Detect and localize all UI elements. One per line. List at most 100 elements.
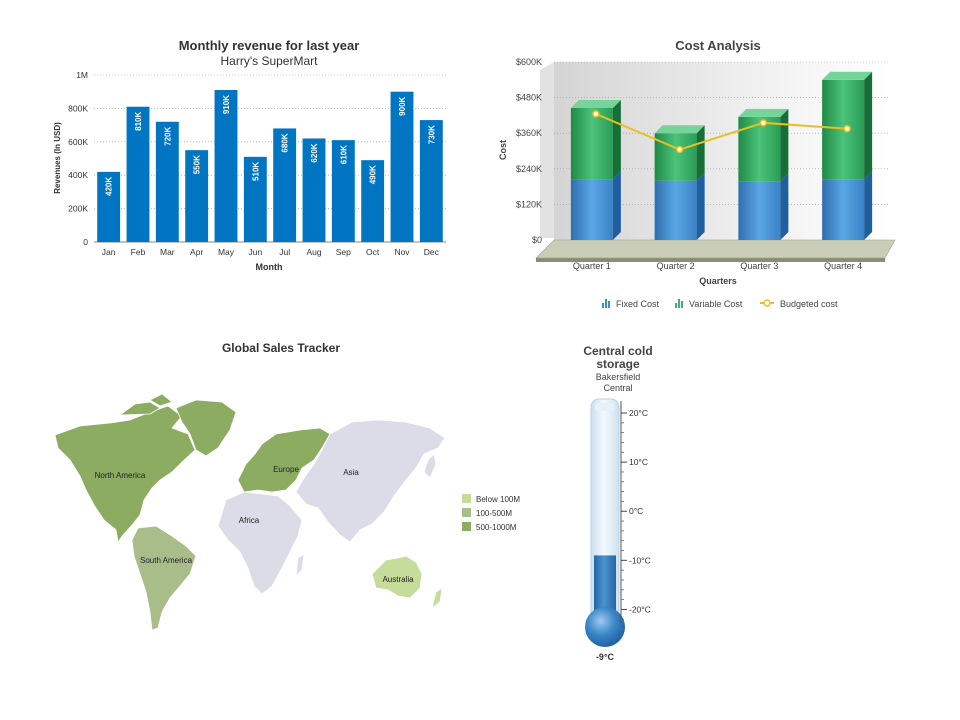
variable-cost-swatch-icon (681, 301, 683, 308)
variable-cost-swatch-icon (675, 303, 677, 308)
thermometer-gauge: Central cold storage Bakersfield Central… (583, 344, 652, 662)
revenue-bar-dec (419, 120, 443, 242)
revenue-bar-jan (97, 171, 121, 242)
thermometer-subtitle-line2: Central (603, 383, 632, 393)
region-japan[interactable] (423, 453, 437, 479)
legend-item-variable-cost[interactable]: Variable Cost (675, 299, 743, 309)
revenue-y-tick-label: 400K (68, 170, 88, 180)
legend-swatch-below-100m-icon (462, 494, 471, 503)
region-south-america[interactable] (131, 525, 197, 631)
cost-x-tick-label: Quarter 4 (824, 261, 862, 271)
cost-bar-variable-top-2 (654, 125, 705, 134)
revenue-y-tick-label: 600K (68, 137, 88, 147)
region-new-zealand[interactable] (431, 587, 443, 609)
cost-bar-variable-side-4 (864, 71, 873, 180)
revenue-bar-value-label: 720K (163, 127, 172, 146)
revenue-bar-value-label: 610K (339, 145, 348, 164)
thermometer-value-label: -9°C (596, 652, 615, 662)
world-map: Global Sales Tracker North America Europ… (54, 341, 520, 631)
region-asia[interactable] (295, 419, 446, 543)
revenue-x-axis-label: Month (256, 262, 283, 272)
cost-bar-variable-top-4 (822, 71, 873, 80)
map-label-europe: Europe (273, 465, 299, 474)
revenue-chart-subtitle: Harry's SuperMart (221, 54, 319, 68)
revenue-y-tick-label: 200K (68, 204, 88, 214)
map-label-north-america: North America (95, 471, 146, 480)
legend-label-budgeted-cost: Budgeted cost (780, 299, 838, 309)
cost-chart-floor (535, 239, 896, 259)
revenue-bar-jul (273, 128, 297, 242)
cost-plot-side-wall (540, 62, 554, 238)
cost-bar-fixed-side-3 (780, 173, 789, 240)
variable-cost-swatch-icon (678, 299, 680, 308)
region-greenland[interactable] (175, 399, 237, 457)
map-legend-item-below-100m[interactable]: Below 100M (462, 494, 520, 504)
map-label-south-america: South America (140, 556, 193, 565)
budgeted-cost-point-2 (675, 145, 684, 154)
budgeted-cost-point-3 (759, 119, 768, 127)
thermometer-panel: Central cold storage Bakersfield Central… (560, 335, 710, 670)
cost-x-tick-label: Quarter 3 (740, 261, 778, 271)
legend-label-fixed-cost: Fixed Cost (616, 299, 660, 309)
revenue-bar-oct (361, 160, 385, 242)
region-australia[interactable] (371, 555, 423, 599)
map-legend-item-500-1000m[interactable]: 500-1000M (462, 522, 517, 532)
region-africa[interactable] (217, 491, 303, 595)
cost-bar-fixed-side-4 (864, 171, 873, 240)
revenue-chart: Monthly revenue for last year Harry's Su… (53, 38, 446, 272)
map-label-australia: Australia (382, 575, 414, 584)
legend-item-fixed-cost[interactable]: Fixed Cost (602, 299, 660, 309)
cost-bar-variable-4 (822, 79, 865, 180)
cost-chart-title: Cost Analysis (675, 38, 761, 53)
revenue-bar-jun (243, 156, 267, 242)
region-madagascar[interactable] (295, 553, 305, 578)
cost-bar-fixed-3 (738, 181, 781, 240)
cost-bar-fixed-side-2 (696, 172, 705, 240)
revenue-bar-nov (390, 91, 414, 242)
revenue-x-tick-label: Feb (131, 247, 146, 257)
cost-bar-variable-3 (738, 116, 781, 182)
map-label-africa: Africa (239, 516, 260, 525)
map-legend-item-100-500m[interactable]: 100-500M (462, 508, 512, 518)
revenue-x-tick-label: Aug (306, 247, 321, 257)
revenue-bar-value-label: 550K (193, 155, 202, 174)
revenue-bar-value-label: 730K (427, 125, 436, 144)
cost-x-tick-label: Quarter 2 (657, 261, 695, 271)
budgeted-cost-marker-icon (763, 299, 771, 307)
cost-bar-fixed-1 (570, 179, 613, 240)
cost-bar-fixed-2 (654, 180, 697, 240)
region-europe[interactable] (237, 427, 331, 493)
thermometer-tube-cap (595, 403, 615, 411)
cost-bar-variable-side-1 (612, 99, 621, 180)
legend-item-budgeted-cost[interactable]: Budgeted cost (760, 299, 838, 309)
revenue-bar-value-label: 490K (369, 165, 378, 184)
revenue-bar-aug (302, 138, 326, 242)
revenue-chart-panel: Monthly revenue for last year Harry's Su… (0, 0, 480, 300)
cost-bar-variable-side-3 (780, 108, 789, 182)
thermometer-title-line1: Central cold (583, 344, 652, 358)
thermometer-scale-label: 20°C (629, 408, 648, 418)
revenue-x-tick-label: May (218, 247, 235, 257)
revenue-bar-feb (126, 106, 150, 242)
cost-bar-fixed-4 (822, 179, 865, 240)
cost-chart-panel: Cost Analysis Quarters Cost Fixed Cost V… (480, 0, 960, 320)
map-label-asia: Asia (343, 468, 359, 477)
legend-label-500-1000m: 500-1000M (476, 523, 517, 532)
cost-bar-variable-top-3 (738, 108, 789, 117)
thermometer-scale-label: -20°C (629, 604, 651, 614)
legend-label-below-100m: Below 100M (476, 495, 520, 504)
cost-x-axis-label: Quarters (699, 276, 737, 286)
cost-y-tick-label: $480K (516, 93, 542, 103)
revenue-bar-value-label: 510K (251, 162, 260, 181)
thermometer-scale-label: 0°C (629, 506, 643, 516)
cost-y-axis-label: Cost (498, 140, 508, 160)
revenue-chart-title: Monthly revenue for last year (179, 38, 360, 53)
cost-bar-variable-1 (570, 107, 613, 180)
legend-swatch-500-1000m-icon (462, 522, 471, 531)
region-north-america-arctic[interactable] (118, 393, 173, 416)
fixed-cost-swatch-icon (602, 303, 604, 308)
revenue-y-tick-label: 0 (83, 237, 88, 247)
revenue-bar-value-label: 910K (222, 95, 231, 114)
thermometer-bulb (585, 607, 625, 647)
revenue-x-tick-label: Nov (394, 247, 410, 257)
